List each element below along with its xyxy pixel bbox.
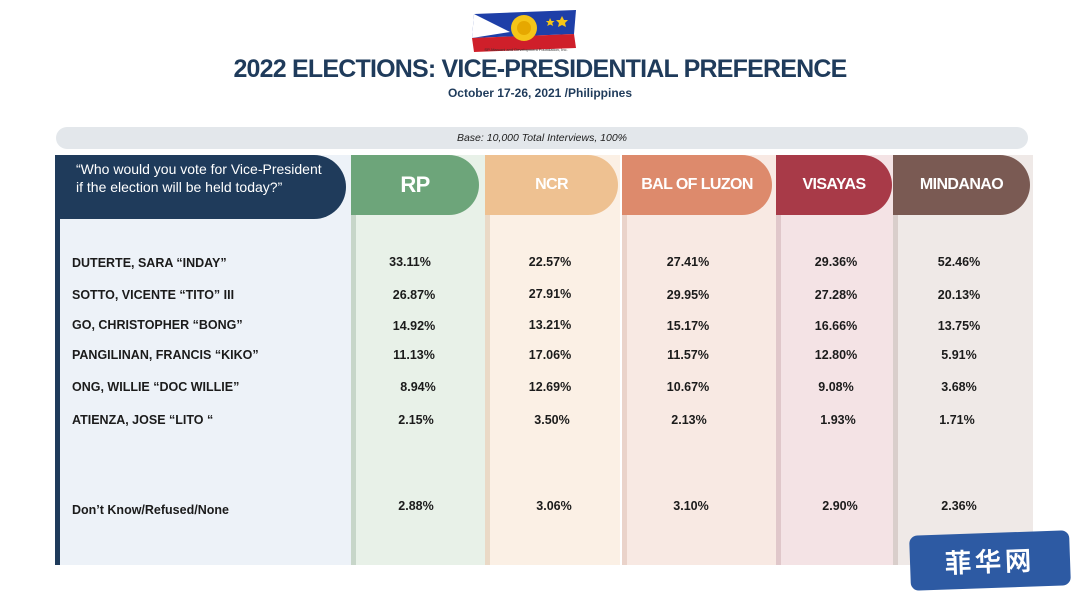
value-mindanao: 20.13% (937, 288, 981, 302)
value-bal-of-luzon: 10.67% (666, 380, 710, 394)
column-header-bal-of-luzon: BAL OF LUZON (622, 155, 772, 215)
value-bal-of-luzon: 27.41% (666, 255, 710, 269)
value-ncr: 12.69% (528, 380, 572, 394)
value-mindanao: 5.91% (941, 348, 977, 362)
candidate-name: ATIENZA, JOSE “LITO “ (72, 413, 214, 427)
column-bg-visayas (776, 155, 893, 565)
value-rp: 26.87% (392, 288, 436, 302)
dont-know-label: Don’t Know/Refused/None (72, 503, 229, 517)
value-mindanao: 2.36% (941, 499, 977, 513)
value-mindanao: 1.71% (939, 413, 975, 427)
candidate-name: PANGILINAN, FRANCIS “KIKO” (72, 348, 259, 362)
value-bal-of-luzon: 15.17% (666, 319, 710, 333)
candidate-name: GO, CHRISTOPHER “BONG” (72, 318, 243, 332)
question-box (55, 155, 346, 219)
page-title: 2022 ELECTIONS: VICE-PRESIDENTIAL PREFER… (233, 55, 847, 83)
candidate-panel (55, 155, 352, 565)
value-rp: 33.11% (389, 255, 431, 269)
value-rp: 2.88% (398, 499, 434, 513)
value-ncr: 27.91% (528, 287, 572, 301)
column-header-visayas-label: VISAYAS (802, 176, 866, 193)
value-mindanao: 13.75% (937, 319, 981, 333)
column-header-bal-of-luzon-label: BAL OF LUZON (641, 176, 753, 193)
value-bal-of-luzon: 11.57% (667, 348, 709, 362)
value-rp: 8.94% (400, 380, 436, 394)
value-bal-of-luzon: 3.10% (673, 499, 709, 513)
candidate-name: ONG, WILLIE “DOC WILLIE” (72, 380, 240, 394)
value-visayas: 27.28% (814, 288, 858, 302)
value-rp: 11.13% (393, 348, 435, 362)
column-header-visayas: VISAYAS (776, 155, 892, 215)
column-header-ncr: NCR (485, 155, 618, 215)
column-header-rp-label: RP (400, 172, 430, 197)
watermark-text: 菲华网 (944, 545, 1036, 579)
base-note-bar: Base: 10,000 Total Interviews, 100% (56, 127, 1028, 149)
candidate-name: SOTTO, VICENTE “TITO” III (72, 288, 235, 302)
value-mindanao: 52.46% (937, 255, 981, 269)
page-subtitle: October 17-26, 2021 /Philippines (447, 86, 633, 100)
value-visayas: 1.93% (820, 413, 856, 427)
column-bg-ncr (485, 155, 620, 565)
value-visayas: 29.36% (814, 255, 858, 269)
value-rp: 2.15% (398, 413, 434, 427)
column-header-rp: RP (351, 155, 479, 215)
watermark-logo: 菲华网 (909, 530, 1071, 591)
question-text: “Who would you vote for Vice-President i… (76, 161, 322, 195)
value-ncr: 3.06% (536, 499, 572, 513)
candidate-name: DUTERTE, SARA “INDAY” (72, 256, 227, 270)
value-visayas: 2.90% (822, 499, 858, 513)
logo-caption: SP-Marconi and Development Foundation, I… (484, 47, 568, 52)
value-rp: 14.92% (392, 319, 436, 333)
value-bal-of-luzon: 29.95% (666, 288, 710, 302)
value-ncr: 13.21% (528, 318, 572, 332)
value-visayas: 16.66% (814, 319, 858, 333)
value-ncr: 17.06% (528, 348, 572, 362)
base-note-text: Base: 10,000 Total Interviews, 100% (456, 132, 628, 144)
value-mindanao: 3.68% (941, 380, 977, 394)
value-ncr: 3.50% (534, 413, 570, 427)
column-bg-mindanao (893, 155, 1033, 565)
value-visayas: 9.08% (818, 380, 854, 394)
value-bal-of-luzon: 2.13% (671, 413, 707, 427)
column-bg-rp (351, 155, 485, 565)
column-header-mindanao-label: MINDANAO (919, 176, 1004, 193)
foundation-logo (472, 10, 576, 52)
column-header-ncr-label: NCR (535, 176, 568, 193)
column-bg-bal-of-luzon (622, 155, 776, 565)
value-visayas: 12.80% (814, 348, 858, 362)
column-header-mindanao: MINDANAO (893, 155, 1030, 215)
value-ncr: 22.57% (528, 255, 572, 269)
